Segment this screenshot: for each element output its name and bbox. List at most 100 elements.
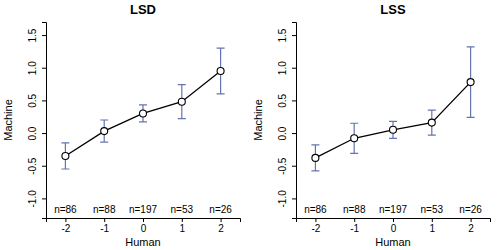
- y-axis-title: Machine: [252, 99, 264, 141]
- y-tick-mark: [292, 133, 296, 134]
- x-axis-line: [47, 219, 241, 223]
- x-tick-label: 2: [468, 223, 474, 234]
- panel: -2 -1 0 1 2 -1.0 -0.5 0.0 0.5 1.0 1.5 n=86 n=88 n=197…: [2, 2, 241, 248]
- n-label: n=26: [209, 204, 232, 215]
- x-tick-label: -1: [350, 223, 359, 234]
- x-tick-mark: [104, 218, 105, 222]
- point: [312, 154, 319, 161]
- y-tick-label: 1.5: [27, 28, 38, 42]
- n-label: n=88: [343, 204, 366, 215]
- error-bar: [311, 145, 319, 171]
- y-tick-label: 0.5: [277, 94, 288, 108]
- point: [217, 68, 224, 75]
- x-tick-label: 0: [391, 223, 397, 234]
- line: [315, 82, 470, 158]
- panel: -2-1012-1.0-0.50.00.51.01.5n=86n=88n=197…: [252, 2, 491, 248]
- x-tick: 1: [430, 218, 436, 234]
- x-tick-label: 0: [141, 223, 147, 234]
- y-tick: -0.5: [277, 157, 296, 175]
- x-tick: -1: [350, 218, 359, 234]
- x-tick: 2: [468, 218, 474, 234]
- y-tick: 0.5: [27, 94, 46, 108]
- y-tick-label: 0.0: [277, 126, 288, 140]
- y-tick: 1.0: [277, 61, 296, 75]
- y-tick: 1.5: [27, 28, 46, 42]
- x-tick-mark: [143, 218, 144, 222]
- y-tick: 0.5: [277, 94, 296, 108]
- y-tick-mark: [292, 198, 296, 199]
- y-tick-label: 1.5: [277, 28, 288, 42]
- x-tick-mark: [393, 218, 394, 222]
- x-tick-label: 1: [180, 223, 186, 234]
- y-tick: 0.0: [277, 126, 296, 140]
- title: LSD: [130, 2, 156, 17]
- figure: -2 -1 0 1 2 -1.0 -0.5 0.0 0.5 1.0 1.5 n=86 n=88 n=197…: [0, 0, 500, 250]
- n-label: n=86: [54, 204, 77, 215]
- point: [390, 126, 397, 133]
- error-bar: [61, 143, 69, 169]
- error-bar: [467, 47, 475, 118]
- x-tick-mark: [315, 218, 316, 222]
- y-tick-mark: [42, 35, 46, 36]
- point: [101, 128, 108, 135]
- y-axis-line: [42, 23, 47, 219]
- y-axis: -1.0 -0.5 0.0 0.5 1.0 1.5: [27, 23, 47, 219]
- y-axis-title: Machine: [2, 99, 14, 141]
- point: [140, 110, 147, 117]
- plot-area: [311, 47, 474, 171]
- error-bar: [217, 48, 225, 94]
- y-tick-label: -1.0: [277, 190, 288, 208]
- y-tick: -1.0: [277, 190, 296, 208]
- y-tick-label: 1.0: [277, 61, 288, 75]
- x-tick-mark: [354, 218, 355, 222]
- x-tick: -1: [100, 218, 109, 234]
- y-tick-label: -0.5: [277, 157, 288, 175]
- error-bar: [350, 123, 358, 153]
- y-tick-label: -0.5: [27, 157, 38, 175]
- y-tick-mark: [42, 198, 46, 199]
- error-bar: [428, 110, 436, 135]
- x-tick: 0: [391, 218, 397, 234]
- error-bar: [178, 85, 186, 119]
- x-axis-line: [297, 219, 491, 223]
- y-tick-label: 0.0: [27, 126, 38, 140]
- y-tick-mark: [42, 100, 46, 101]
- n-label: n=197: [129, 204, 158, 215]
- n-label: n=88: [93, 204, 116, 215]
- y-tick-mark: [42, 68, 46, 69]
- x-tick-label: 1: [430, 223, 436, 234]
- y-axis-line: [292, 23, 297, 219]
- y-tick-mark: [292, 68, 296, 69]
- plot-area: [61, 48, 224, 169]
- title: LSS: [380, 2, 406, 17]
- y-tick-mark: [42, 133, 46, 134]
- error-bar: [139, 105, 147, 122]
- x-axis-title: Human: [125, 236, 160, 248]
- x-axis: -2 -1 0 1 2: [47, 218, 241, 234]
- y-tick-label: 0.5: [27, 94, 38, 108]
- y-tick-mark: [292, 35, 296, 36]
- x-tick-mark: [221, 218, 222, 222]
- x-tick: -2: [311, 218, 320, 234]
- y-tick: 1.0: [27, 61, 46, 75]
- point: [428, 119, 435, 126]
- x-tick-mark: [65, 218, 66, 222]
- line: [65, 71, 220, 156]
- error-bar: [100, 120, 108, 142]
- y-tick: 1.5: [277, 28, 296, 42]
- error-bar: [389, 121, 397, 138]
- y-tick: -1.0: [27, 190, 46, 208]
- x-tick-mark: [432, 218, 433, 222]
- y-axis: -1.0 -0.5 0.0 0.5 1.0 1.5: [277, 23, 297, 219]
- x-tick: 2: [218, 218, 224, 234]
- point: [467, 79, 474, 86]
- point: [351, 135, 358, 142]
- x-axis: -2 -1 0 1 2: [297, 218, 491, 234]
- y-tick-mark: [292, 166, 296, 167]
- y-tick-label: 1.0: [27, 61, 38, 75]
- n-label: n=197: [379, 204, 408, 215]
- point: [62, 152, 69, 159]
- x-tick: 1: [180, 218, 186, 234]
- x-tick-label: -2: [61, 223, 70, 234]
- y-tick-mark: [42, 166, 46, 167]
